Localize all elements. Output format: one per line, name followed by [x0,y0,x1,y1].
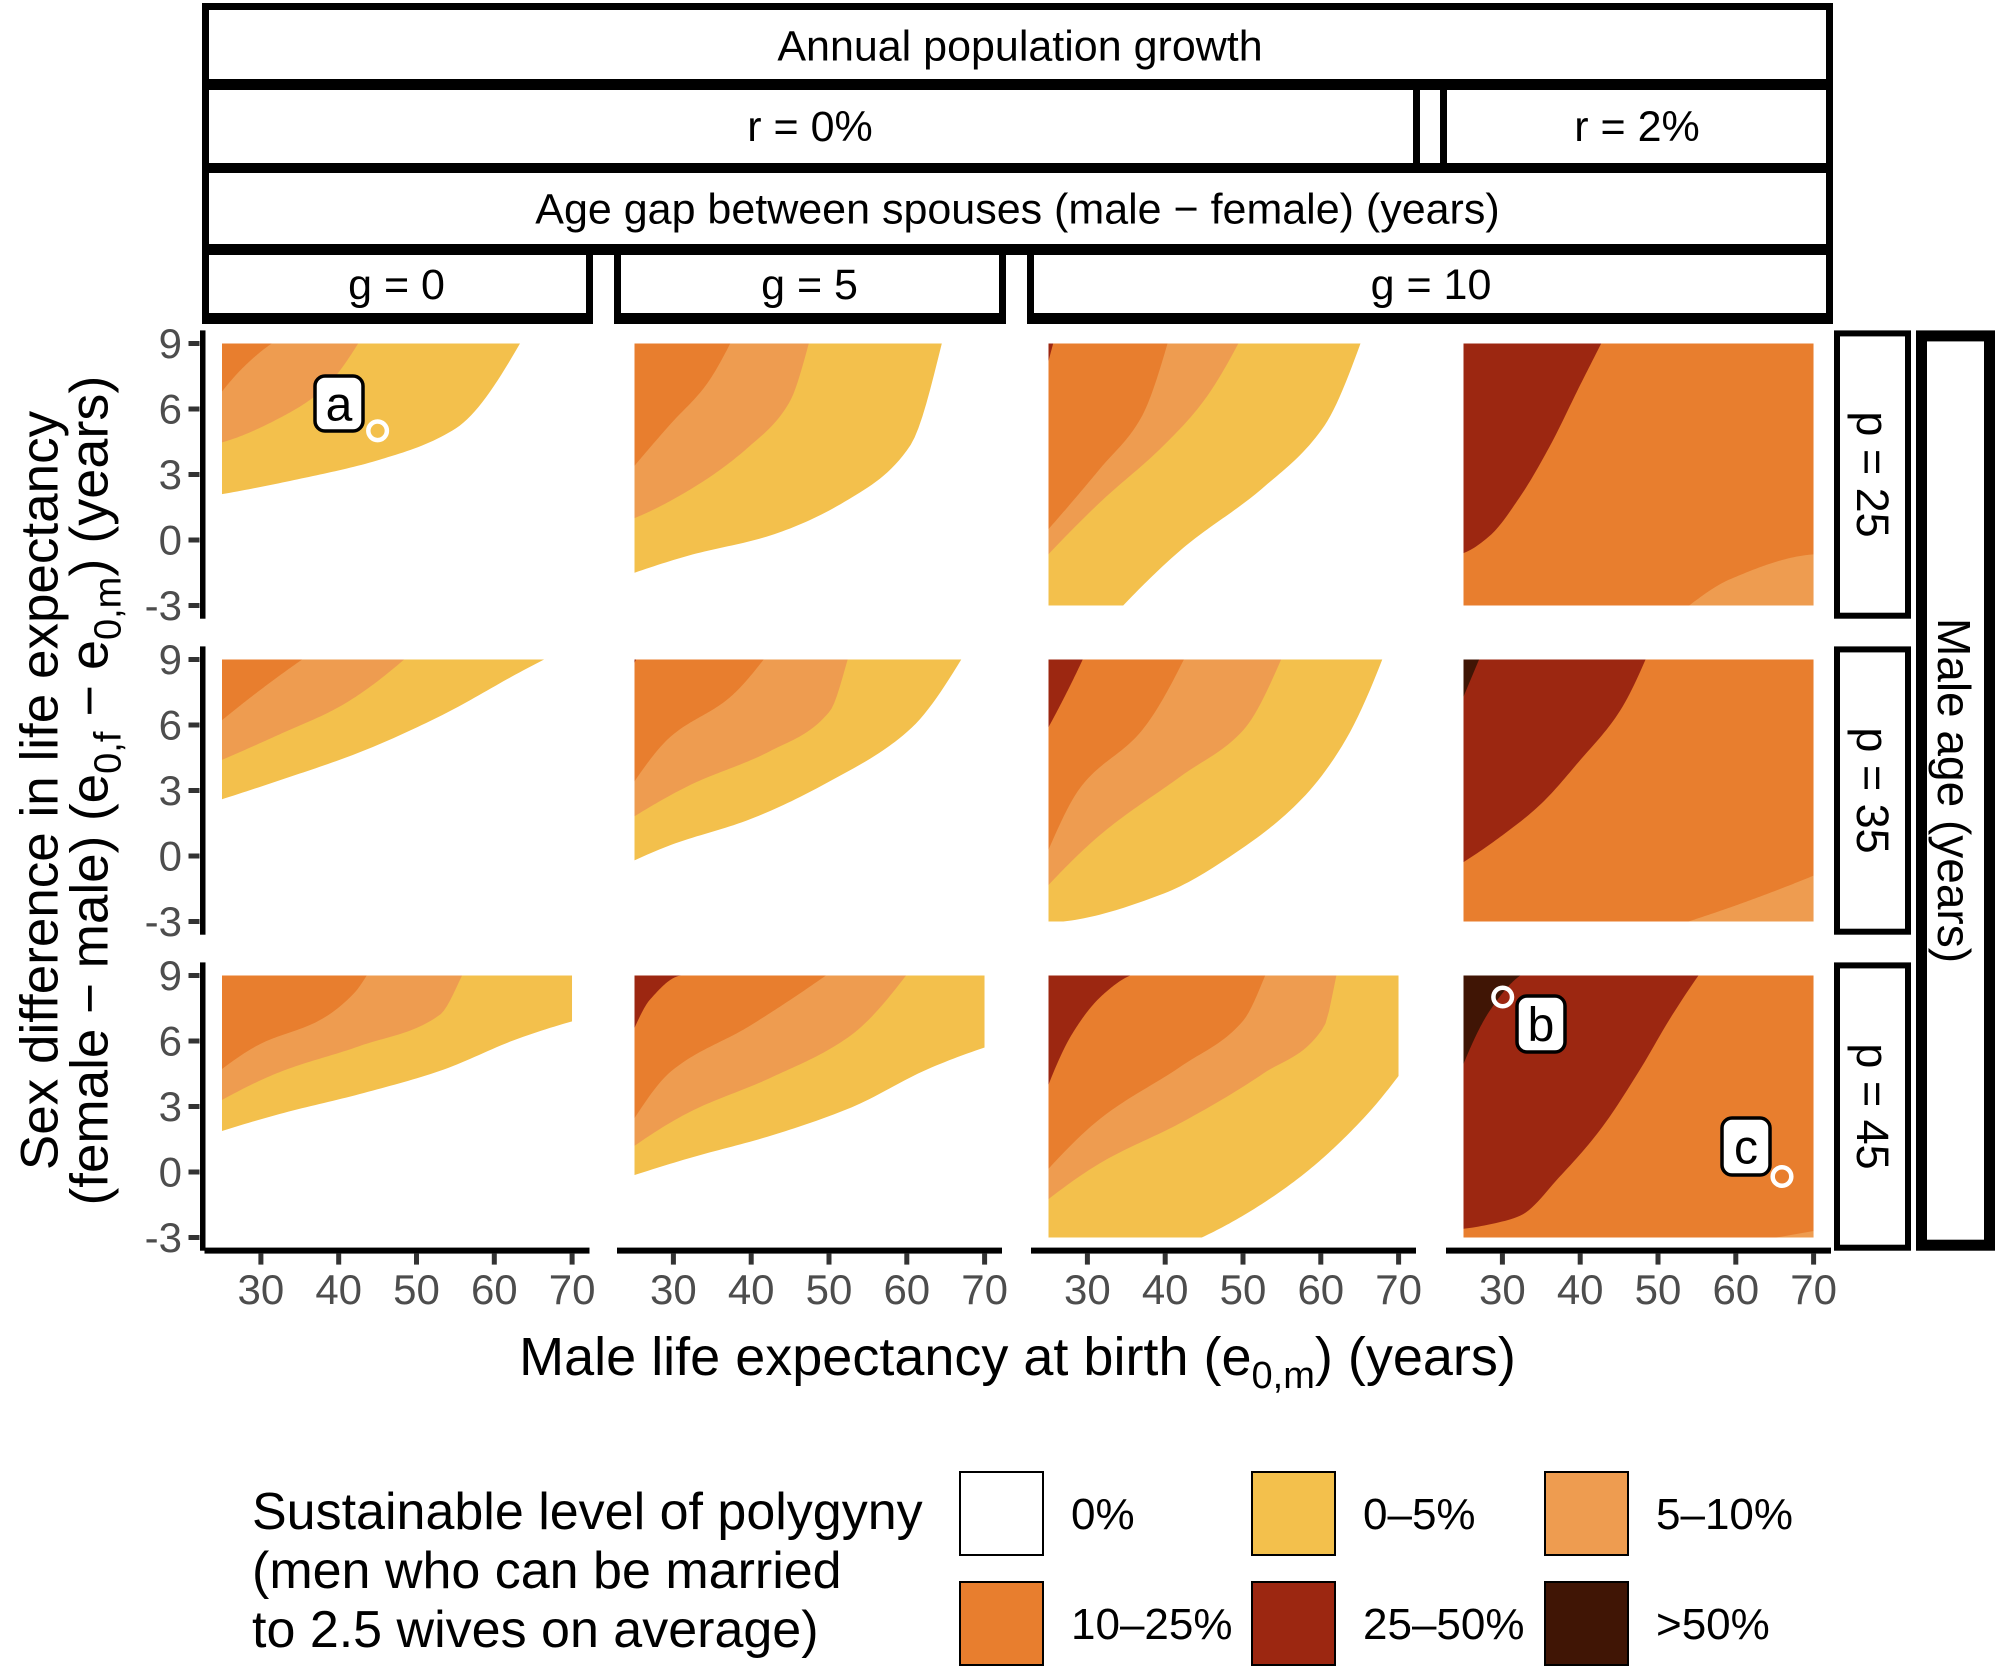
svg-text:40: 40 [1557,1266,1604,1313]
svg-text:0%: 0% [1071,1490,1135,1539]
svg-text:50: 50 [806,1266,853,1313]
svg-text:30: 30 [1064,1266,1111,1313]
svg-text:40: 40 [1142,1266,1189,1313]
svg-text:6: 6 [159,386,182,433]
svg-text:-3: -3 [145,582,182,629]
svg-text:to 2.5 wives on average): to 2.5 wives on average) [252,1601,819,1659]
svg-text:60: 60 [471,1266,518,1313]
svg-text:70: 70 [549,1266,596,1313]
svg-text:5–10%: 5–10% [1656,1490,1793,1539]
svg-text:g = 10: g = 10 [1371,261,1492,309]
svg-text:50: 50 [1220,1266,1267,1313]
svg-text:6: 6 [159,702,182,749]
svg-text:60: 60 [883,1266,930,1313]
svg-text:Sex difference in life expecta: Sex difference in life expectancy [11,410,70,1170]
svg-text:Annual population growth: Annual population growth [777,22,1262,70]
svg-text:(female − male) (e0,f − e0,m): (female − male) (e0,f − e0,m) (years) [60,376,130,1206]
svg-text:0: 0 [159,833,182,880]
svg-text:r = 2%: r = 2% [1574,103,1699,151]
svg-text:p = 35: p = 35 [1847,727,1898,853]
svg-text:g = 0: g = 0 [348,261,445,309]
svg-text:r = 0%: r = 0% [747,103,872,151]
svg-text:3: 3 [159,451,182,498]
svg-text:9: 9 [159,952,182,999]
svg-text:9: 9 [159,320,182,367]
svg-text:25–50%: 25–50% [1363,1600,1524,1649]
svg-text:3: 3 [159,1083,182,1130]
svg-text:a: a [326,379,353,432]
svg-text:30: 30 [238,1266,285,1313]
svg-text:50: 50 [393,1266,440,1313]
svg-text:c: c [1734,1122,1758,1175]
svg-text:70: 70 [1375,1266,1422,1313]
svg-text:40: 40 [728,1266,775,1313]
svg-text:60: 60 [1712,1266,1759,1313]
svg-text:-3: -3 [145,1214,182,1261]
svg-text:70: 70 [961,1266,1008,1313]
svg-text:p = 45: p = 45 [1847,1043,1898,1169]
svg-text:6: 6 [159,1018,182,1065]
svg-text:3: 3 [159,767,182,814]
svg-text:30: 30 [1479,1266,1526,1313]
svg-text:g = 5: g = 5 [761,261,858,309]
svg-text:>50%: >50% [1656,1600,1770,1649]
svg-text:40: 40 [315,1266,362,1313]
svg-text:b: b [1528,999,1555,1052]
svg-text:(men who can be married: (men who can be married [252,1542,842,1600]
svg-text:0–5%: 0–5% [1363,1490,1476,1539]
svg-text:p = 25: p = 25 [1847,411,1898,537]
svg-text:60: 60 [1297,1266,1344,1313]
svg-text:9: 9 [159,636,182,683]
svg-text:10–25%: 10–25% [1071,1600,1232,1649]
svg-text:-3: -3 [145,898,182,945]
svg-text:70: 70 [1790,1266,1837,1313]
svg-text:0: 0 [159,517,182,564]
svg-text:Age gap between spouses (male: Age gap between spouses (male − female) … [535,185,1499,233]
svg-text:50: 50 [1635,1266,1682,1313]
svg-text:Male age (years): Male age (years) [1928,618,1980,963]
svg-text:0: 0 [159,1149,182,1196]
svg-text:Sustainable level of polygyny: Sustainable level of polygyny [252,1483,923,1541]
svg-text:Male life expectancy at birth: Male life expectancy at birth (e0,m) (ye… [519,1327,1516,1397]
svg-text:30: 30 [650,1266,697,1313]
